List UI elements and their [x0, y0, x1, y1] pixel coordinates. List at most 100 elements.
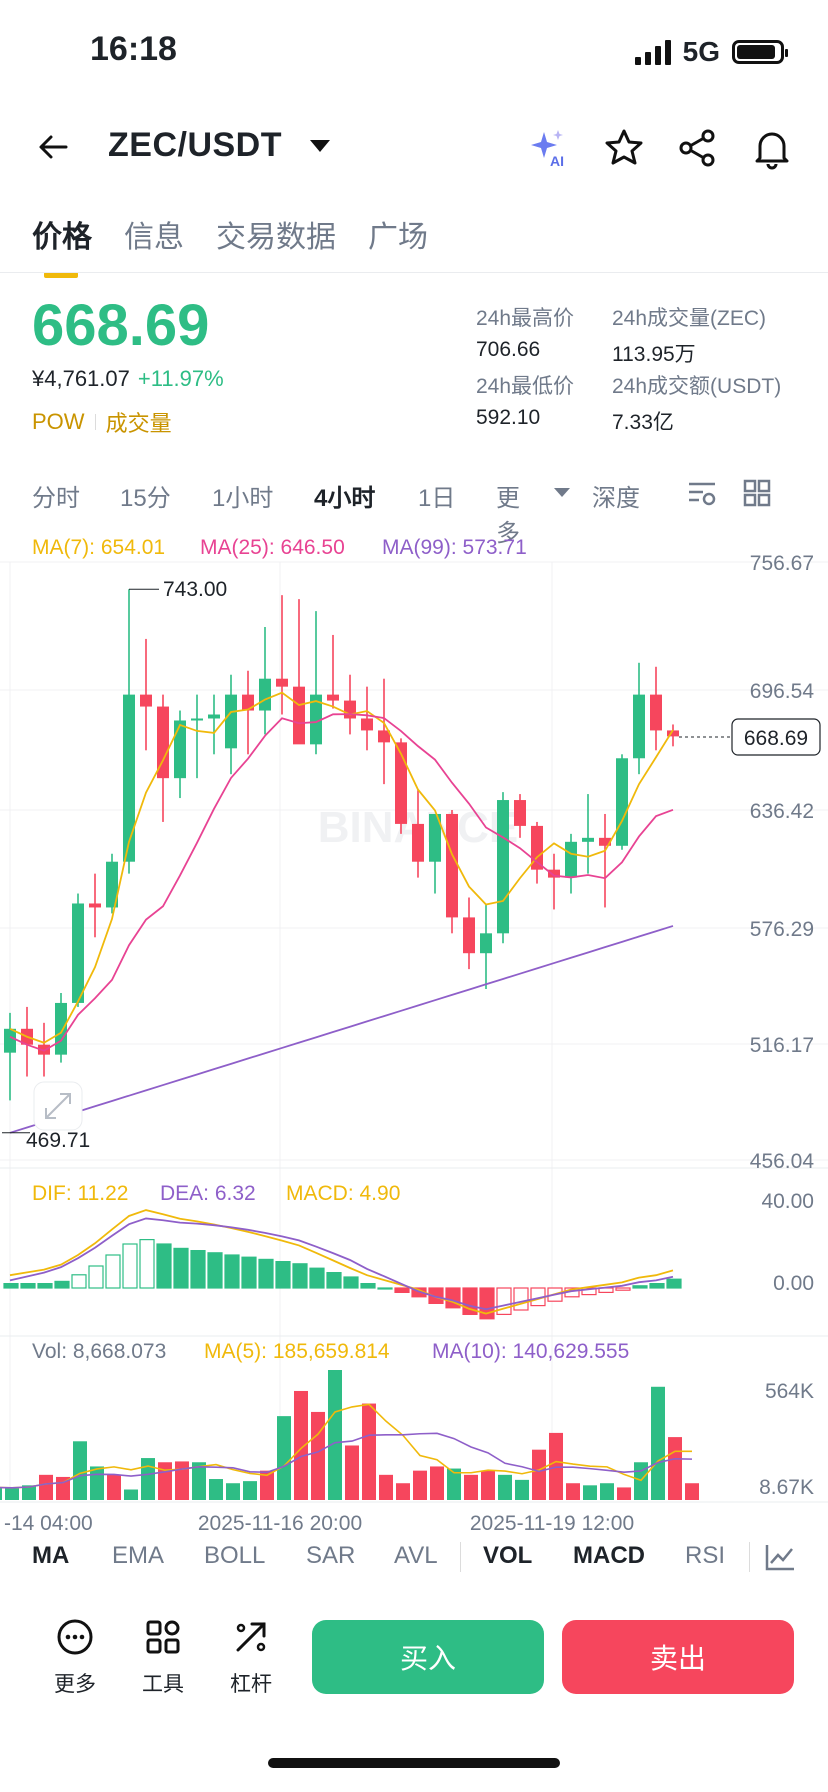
ind-ma[interactable]: MA [32, 1542, 70, 1569]
candle-19 [327, 694, 339, 701]
buy-button[interactable]: 买入 [312, 1620, 544, 1694]
home-indicator [268, 1758, 560, 1768]
macd-bar-9 [156, 1243, 172, 1289]
stat-high-value: 706.66 [476, 338, 541, 361]
macd-bar-20 [343, 1276, 359, 1289]
candle-4 [72, 903, 84, 1003]
layout-grid-icon[interactable] [742, 478, 772, 508]
tab-info[interactable]: 信息 [124, 221, 184, 254]
macd-bar-16 [275, 1260, 291, 1289]
ind-vol[interactable]: VOL [483, 1542, 533, 1569]
chart-grid [0, 561, 828, 1503]
price-axis-label-1: 696.54 [750, 680, 815, 703]
bell-icon[interactable] [750, 126, 794, 170]
macd-bar-2 [37, 1282, 53, 1289]
candle-37 [633, 694, 645, 759]
candle-15 [259, 678, 271, 711]
candle-6 [106, 861, 118, 908]
macd-bar-7 [122, 1243, 138, 1289]
more-icon [57, 1619, 93, 1655]
vol-bar-0 [0, 1487, 2, 1500]
vol-bar-11 [175, 1461, 189, 1500]
candle-30 [514, 800, 526, 826]
price-axis-label-0: 756.67 [750, 552, 814, 575]
vol-bar-20 [328, 1370, 342, 1500]
star-icon[interactable] [602, 126, 646, 170]
tag-pow[interactable]: POW [32, 409, 85, 434]
ma-lines [9, 691, 674, 1134]
tab-square[interactable]: 广场 [368, 221, 428, 254]
candle-34 [582, 837, 594, 842]
vol-bar-31 [515, 1479, 529, 1500]
ind-macd[interactable]: MACD [573, 1542, 645, 1569]
tab-price[interactable]: 价格 [32, 212, 92, 278]
tf-4h[interactable]: 4小时 [314, 485, 376, 512]
tools-icon [146, 1620, 180, 1654]
candle-24 [412, 823, 424, 862]
tools-button[interactable]: 工具 [128, 1618, 198, 1698]
vol-bar-18 [294, 1390, 308, 1500]
stat-amount: 24h成交额(USDT) 7.33亿 [612, 370, 781, 436]
tf-more-caret-icon[interactable] [554, 488, 570, 497]
price-axis-label-4: 516.17 [750, 1034, 814, 1057]
candle-13 [225, 694, 237, 749]
tf-depth[interactable]: 深度 [592, 485, 640, 512]
leverage-label: 杠杆 [230, 1673, 272, 1696]
tab-trading-data[interactable]: 交易数据 [216, 221, 336, 254]
more-button[interactable]: 更多 [40, 1618, 110, 1698]
share-icon[interactable] [676, 126, 720, 170]
more-label: 更多 [54, 1673, 96, 1696]
ind-sar[interactable]: SAR [306, 1542, 356, 1569]
candle-29 [497, 800, 509, 934]
sell-button[interactable]: 卖出 [562, 1620, 794, 1694]
macd-bar-38 [649, 1282, 665, 1289]
kline-chart[interactable]: BINANCE MA(7): 654.01 MA(25): 646.50 MA(… [0, 530, 828, 1530]
vol-bar-10 [158, 1462, 172, 1500]
ma25-legend: MA(25): 646.50 [200, 536, 345, 559]
macd-bar-4 [71, 1274, 87, 1289]
ai-label: AI [550, 153, 564, 169]
low-mark-label: 469.71 [26, 1129, 90, 1152]
ind-avl[interactable]: AVL [394, 1542, 438, 1569]
vol-bar-27 [447, 1468, 461, 1500]
macd-bar-37 [632, 1285, 648, 1289]
macd-bar-30 [513, 1287, 529, 1311]
ma99-legend: MA(99): 573.71 [382, 536, 527, 559]
ind-boll[interactable]: BOLL [204, 1542, 266, 1569]
tf-1h[interactable]: 1小时 [212, 485, 274, 512]
ind-rsi[interactable]: RSI [685, 1542, 726, 1569]
tf-more[interactable]: 更多 [496, 485, 520, 547]
candle-8 [140, 694, 152, 707]
x-axis-label-1: 2025-11-16 20:00 [198, 1512, 362, 1530]
vol-bar-14 [226, 1483, 240, 1500]
macd-bar-12 [207, 1252, 223, 1289]
candle-38 [650, 694, 662, 731]
vol-bar-39 [651, 1386, 665, 1500]
ma99-line [9, 925, 674, 1134]
tag-volume[interactable]: 成交量 [105, 411, 172, 436]
vol-bar-28 [464, 1474, 478, 1500]
back-arrow-icon[interactable] [36, 130, 70, 164]
ind-ema[interactable]: EMA [112, 1542, 165, 1569]
macd-bar-5 [88, 1265, 104, 1289]
tf-line[interactable]: 分时 [32, 485, 80, 512]
chart-settings-icon[interactable] [686, 478, 718, 508]
pair-title[interactable]: ZEC/USDT [108, 126, 282, 164]
macd-bar-36 [615, 1287, 631, 1291]
ai-sparkle-icon[interactable]: AI [528, 126, 572, 170]
dif-line [9, 1209, 674, 1315]
candle-33 [565, 841, 577, 878]
candle-35 [599, 837, 611, 846]
high-mark-label: 743.00 [163, 578, 227, 601]
caret-down-icon[interactable] [310, 140, 330, 152]
tf-15m[interactable]: 15分 [120, 485, 171, 512]
current-price-label: 668.69 [744, 727, 808, 750]
vol-bar-26 [430, 1466, 444, 1500]
ind-divider [460, 1542, 461, 1572]
leverage-button[interactable]: 杠杆 [216, 1618, 286, 1698]
candle-14 [242, 694, 254, 711]
indicator-chart-icon[interactable] [764, 1542, 796, 1572]
tf-1d[interactable]: 1日 [418, 485, 456, 512]
vol-bar-16 [260, 1470, 274, 1500]
macd-bar-18 [309, 1267, 325, 1289]
